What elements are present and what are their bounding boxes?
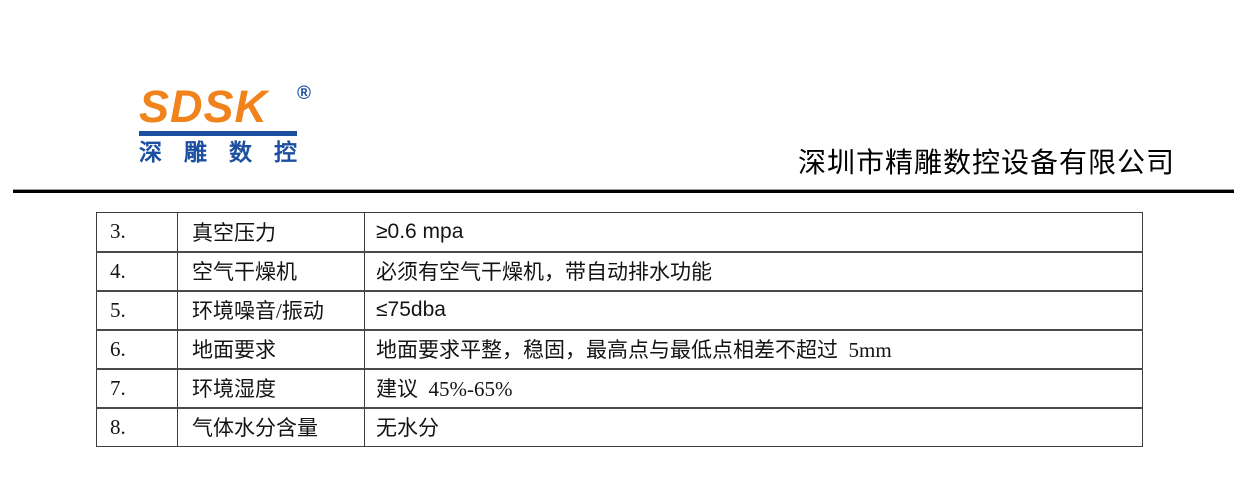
company-logo: SDSK ® 深 雕 数 控 <box>139 83 311 164</box>
spec-value-cell: ≥0.6 mpa <box>364 212 1143 252</box>
row-number-cell: 7. <box>96 368 178 408</box>
spec-name-cell: 环境噪音/振动 <box>177 290 365 330</box>
table-row: 7. 环境湿度 建议 45%-65% <box>96 368 1143 408</box>
spec-name-cell: 环境湿度 <box>177 368 365 408</box>
logo-cn-char: 雕 <box>184 139 207 165</box>
logo-cn-char: 数 <box>229 139 252 165</box>
spec-value-cell: 建议 45%-65% <box>364 368 1143 408</box>
spec-value-cell: ≤75dba <box>364 290 1143 330</box>
table-row: 6. 地面要求 地面要求平整，稳固，最高点与最低点相差不超过 5mm <box>96 329 1143 369</box>
row-number-cell: 8. <box>96 407 178 447</box>
spec-name-cell: 真空压力 <box>177 212 365 252</box>
spec-table: 3. 真空压力 ≥0.6 mpa 4. 空气干燥机 必须有空气干燥机，带自动排水… <box>96 212 1143 447</box>
spec-value-cell: 无水分 <box>364 407 1143 447</box>
spec-name-cell: 气体水分含量 <box>177 407 365 447</box>
logo-brand-text: SDSK <box>139 81 269 132</box>
row-number-cell: 6. <box>96 329 178 369</box>
registered-trademark-icon: ® <box>297 83 311 104</box>
table-row: 5. 环境噪音/振动 ≤75dba <box>96 290 1143 330</box>
logo-cn-char: 控 <box>274 139 297 165</box>
header-divider <box>13 189 1234 193</box>
logo-cn-char: 深 <box>139 139 162 165</box>
row-number-cell: 5. <box>96 290 178 330</box>
spec-name-cell: 地面要求 <box>177 329 365 369</box>
logo-brand-row: SDSK ® <box>139 83 311 129</box>
spec-name-cell: 空气干燥机 <box>177 251 365 291</box>
company-name: 深圳市精雕数控设备有限公司 <box>797 148 1175 179</box>
table-row: 3. 真空压力 ≥0.6 mpa <box>96 212 1143 252</box>
logo-chinese-name: 深 雕 数 控 <box>139 140 297 164</box>
spec-value-cell: 必须有空气干燥机，带自动排水功能 <box>364 251 1143 291</box>
row-number-cell: 4. <box>96 251 178 291</box>
logo-underline-bar <box>139 131 297 136</box>
row-number-cell: 3. <box>96 212 178 252</box>
table-row: 4. 空气干燥机 必须有空气干燥机，带自动排水功能 <box>96 251 1143 291</box>
table-row: 8. 气体水分含量 无水分 <box>96 407 1143 447</box>
spec-value-cell: 地面要求平整，稳固，最高点与最低点相差不超过 5mm <box>364 329 1143 369</box>
